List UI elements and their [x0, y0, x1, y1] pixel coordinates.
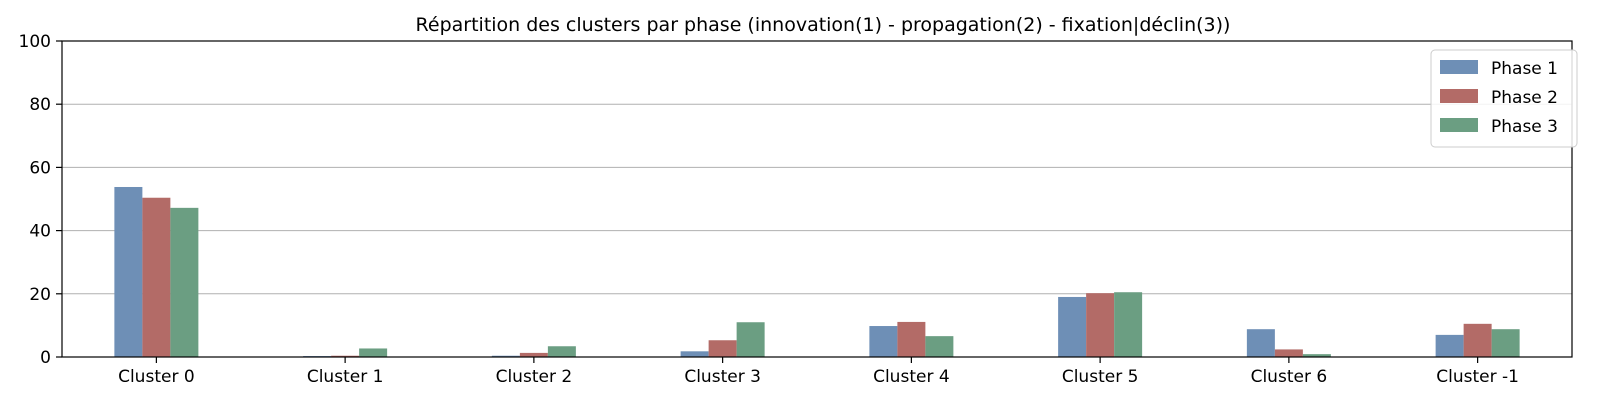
bar-phase-3-3 — [736, 322, 765, 357]
legend: Phase 1 Phase 2 Phase 3 — [1430, 49, 1578, 148]
bar-phase-3-7 — [1491, 329, 1520, 357]
bar-phase-1-2 — [491, 355, 520, 357]
plot-area-frame — [61, 40, 1573, 358]
legend-swatch — [1440, 118, 1478, 132]
bar-phase-1-4 — [869, 326, 898, 357]
y-tick-label: 60 — [29, 158, 51, 178]
y-axis: 0 20 40 60 80 100 — [19, 32, 62, 368]
bar-phase-3-0 — [170, 207, 199, 357]
x-tick-label: Cluster 1 — [307, 367, 384, 387]
y-tick-label: 20 — [29, 285, 51, 305]
bar-phase-2-5 — [1086, 293, 1115, 357]
bar-phase-1-3 — [680, 351, 709, 357]
legend-swatch — [1440, 89, 1478, 103]
bar-phase-3-5 — [1114, 292, 1143, 357]
x-tick-label: Cluster 0 — [118, 367, 195, 387]
bar-phase-1-7 — [1435, 334, 1464, 357]
bar-phase-2-3 — [708, 340, 737, 357]
x-axis: Cluster 0 Cluster 1 Cluster 2 Cluster 3 Clus… — [118, 357, 1519, 387]
legend-label: Phase 2 — [1491, 88, 1558, 108]
x-tick-label: Cluster -1 — [1436, 367, 1519, 387]
x-tick-label: Cluster 2 — [496, 367, 573, 387]
y-tick-label: 0 — [40, 348, 51, 368]
y-tick-label: 80 — [29, 95, 51, 115]
bar-phase-2-7 — [1463, 323, 1492, 357]
bar-phase-2-1 — [331, 355, 360, 357]
x-tick-label: Cluster 6 — [1251, 367, 1328, 387]
legend-label: Phase 1 — [1491, 59, 1558, 79]
y-tick-label: 100 — [19, 32, 51, 52]
y-tick-label: 40 — [29, 222, 51, 242]
bar-phase-2-2 — [519, 352, 548, 357]
x-tick-label: Cluster 4 — [873, 367, 950, 387]
bar-phase-3-4 — [925, 336, 954, 357]
legend-swatch — [1440, 60, 1478, 74]
bar-phase-2-0 — [142, 197, 171, 357]
x-tick-label: Cluster 5 — [1062, 367, 1139, 387]
x-tick-label: Cluster 3 — [684, 367, 761, 387]
bar-phase-3-6 — [1302, 354, 1331, 357]
bars — [114, 186, 1520, 357]
legend-label: Phase 3 — [1491, 117, 1558, 137]
bar-phase-1-6 — [1246, 329, 1275, 357]
bar-phase-1-0 — [114, 186, 143, 357]
gridlines — [62, 103, 1572, 295]
chart-title: Répartition des clusters par phase (inno… — [416, 14, 1231, 36]
bar-phase-1-5 — [1058, 296, 1087, 357]
bar-phase-2-6 — [1274, 349, 1303, 357]
bar-phase-3-2 — [547, 346, 576, 357]
bar-phase-3-1 — [359, 348, 388, 357]
bar-phase-2-4 — [897, 321, 926, 357]
